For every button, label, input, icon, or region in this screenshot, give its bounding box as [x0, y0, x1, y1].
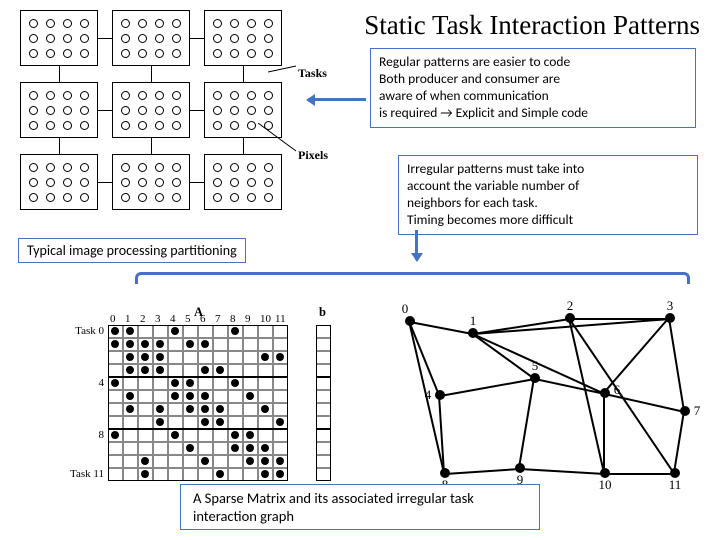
- grid-caption: Typical image processing partitioning: [18, 238, 246, 263]
- graph-edge: [570, 318, 670, 320]
- task-box: [112, 154, 190, 210]
- sparse-matrix: A01234567891011Task 048Task 11b: [60, 305, 350, 490]
- graph-node-label: 11: [669, 477, 682, 493]
- graph-node: [468, 328, 478, 338]
- graph-node: [435, 390, 445, 400]
- task-box: [20, 82, 98, 138]
- bottom-caption: A Sparse Matrix and its associated irreg…: [180, 484, 540, 530]
- regular-textbox: Regular patterns are easier to codeBoth …: [370, 48, 696, 128]
- grid-connector: [190, 182, 204, 183]
- graph-edge: [535, 378, 605, 394]
- tasks-label: Tasks: [298, 66, 327, 81]
- graph-node-label: 5: [532, 358, 539, 374]
- task-grid: [20, 10, 295, 225]
- task-box: [204, 154, 282, 210]
- graph-edge: [669, 318, 685, 411]
- interaction-graph: 01234567891011: [395, 298, 695, 498]
- graph-node-label: 2: [567, 298, 574, 314]
- graph-node: [680, 406, 690, 416]
- bracket: [135, 272, 690, 284]
- graph-node-label: 10: [599, 477, 612, 493]
- arrow-to-matrix: [415, 230, 418, 260]
- graph-edge: [569, 318, 605, 473]
- grid-connector: [190, 110, 204, 111]
- graph-edge: [410, 321, 473, 334]
- task-box: [112, 10, 190, 66]
- graph-node-label: 3: [667, 298, 674, 314]
- graph-edge: [440, 378, 535, 396]
- grid-connector: [243, 138, 244, 154]
- task-box: [112, 82, 190, 138]
- grid-connector: [98, 38, 112, 39]
- tasks-pointer: [268, 62, 298, 74]
- grid-connector: [190, 38, 204, 39]
- graph-edge: [519, 378, 535, 468]
- graph-node: [530, 373, 540, 383]
- graph-edge: [605, 473, 675, 475]
- grid-connector: [59, 138, 60, 154]
- irregular-textbox: Irregular patterns must take intoaccount…: [398, 155, 698, 235]
- graph-node-label: 0: [402, 301, 409, 317]
- grid-connector: [98, 182, 112, 183]
- grid-connector: [151, 66, 152, 82]
- slide-title: Static Task Interaction Patterns: [364, 10, 700, 41]
- graph-edge: [674, 411, 685, 473]
- graph-node: [565, 313, 575, 323]
- graph-edge: [604, 393, 606, 473]
- pixels-label: Pixels: [298, 148, 328, 163]
- task-box: [20, 10, 98, 66]
- arrow-to-grid: [308, 98, 366, 101]
- grid-connector: [59, 66, 60, 82]
- grid-connector: [243, 66, 244, 82]
- grid-connector: [151, 138, 152, 154]
- graph-node-label: 1: [470, 313, 477, 329]
- graph-edge: [445, 468, 520, 474]
- task-box: [20, 154, 98, 210]
- task-box: [204, 10, 282, 66]
- graph-node: [600, 388, 610, 398]
- graph-node: [665, 313, 675, 323]
- graph-node-label: 7: [694, 403, 701, 419]
- grid-connector: [98, 110, 112, 111]
- graph-node-label: 6: [614, 382, 621, 398]
- graph-edge: [520, 468, 605, 474]
- graph-node-label: 4: [425, 387, 432, 403]
- pixels-pointer: [258, 123, 298, 155]
- graph-node: [405, 316, 415, 326]
